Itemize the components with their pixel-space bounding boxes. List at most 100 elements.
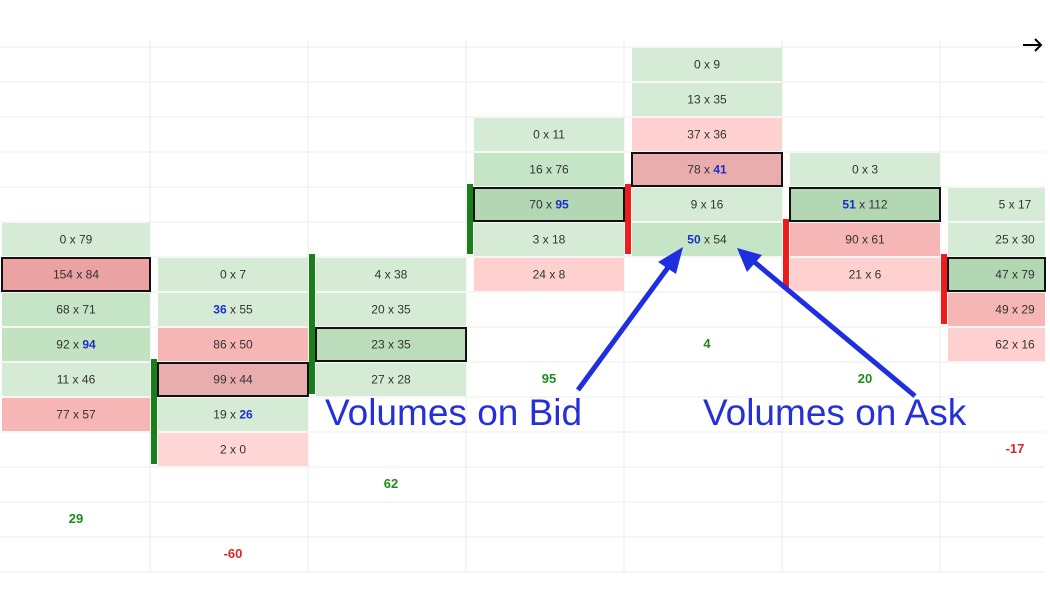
ask-volume: 16 [710, 198, 724, 212]
ask-volume: 35 [397, 338, 411, 352]
cell [474, 118, 624, 151]
ask-volume: 8 [559, 268, 566, 282]
bid-volume: 2 [220, 443, 227, 457]
ask-volume: 44 [239, 373, 253, 387]
separator: x [230, 408, 236, 422]
cell [632, 223, 782, 256]
separator: x [865, 268, 871, 282]
delta: -60 [224, 546, 243, 561]
ask-volume: 11 [552, 128, 565, 142]
bid-volume: 3 [533, 233, 540, 247]
separator: x [230, 443, 236, 457]
ask-volume: 94 [82, 338, 96, 352]
ask-volume: 54 [713, 233, 727, 247]
bid-volume: 0 [694, 58, 701, 72]
ask-volume: 6 [875, 268, 882, 282]
cell [158, 293, 308, 326]
separator: x [546, 163, 552, 177]
separator: x [704, 233, 710, 247]
cell [1, 257, 151, 292]
separator: x [704, 93, 710, 107]
separator: x [230, 338, 236, 352]
bid-volume: 78 [687, 163, 701, 177]
bid-volume: 24 [533, 268, 547, 282]
bid-volume: 19 [213, 408, 227, 422]
cell-text: 90 x 61 [845, 233, 885, 247]
cell [948, 223, 1045, 256]
cell-text: 0 x 79 [60, 233, 93, 247]
bid-volume: 0 [533, 128, 540, 142]
cell-text: 154 x 84 [53, 268, 99, 282]
bid-volume: 86 [213, 338, 227, 352]
ask-volume: 57 [82, 408, 96, 422]
ask-volume: 76 [555, 163, 569, 177]
cell-text: 23 x 35 [371, 338, 411, 352]
separator: x [862, 233, 868, 247]
cell [157, 362, 309, 397]
bid-volume: 21 [849, 268, 863, 282]
imbalance-bar [625, 184, 631, 254]
separator: x [73, 408, 79, 422]
ask-volume: 18 [552, 233, 566, 247]
separator: x [1012, 233, 1018, 247]
ask-volume: 35 [397, 303, 411, 317]
separator: x [388, 338, 394, 352]
cell [158, 433, 308, 466]
bid-volume: 51 [842, 198, 856, 212]
cell-text: 13 x 35 [687, 93, 727, 107]
arrow [575, 247, 683, 392]
separator: x [549, 268, 555, 282]
ask-volume: 61 [871, 233, 885, 247]
grid [0, 40, 1045, 573]
cell-text: 51 x 112 [842, 198, 888, 212]
separator: x [73, 373, 79, 387]
imbalance-bar [941, 254, 947, 324]
separator: x [230, 268, 236, 282]
cell-text: 24 x 8 [533, 268, 566, 282]
bid-volume: 68 [56, 303, 70, 317]
bid-volume: 16 [529, 163, 543, 177]
cell [947, 257, 1046, 292]
cell [474, 223, 624, 256]
cell-text: 19 x 26 [213, 408, 253, 422]
separator: x [230, 303, 236, 317]
cell-text: 16 x 76 [529, 163, 569, 177]
cell [158, 328, 308, 361]
separator: x [704, 58, 710, 72]
separator: x [704, 163, 710, 177]
ask-volume: 79 [1021, 268, 1035, 282]
cell-text: 49 x 29 [995, 303, 1035, 317]
cell-text: 25 x 30 [995, 233, 1035, 247]
ask-volume: 95 [555, 198, 569, 212]
cell [2, 328, 150, 361]
cell [316, 363, 466, 396]
bid-volume: 50 [687, 233, 701, 247]
cell [948, 293, 1045, 326]
ask-volume: 84 [86, 268, 100, 282]
cell [790, 223, 940, 256]
cell [473, 187, 625, 222]
separator: x [73, 338, 79, 352]
separator: x [546, 198, 552, 212]
imbalance-bar [151, 359, 157, 464]
separator: x [230, 373, 236, 387]
cell [631, 152, 783, 187]
bid-volume: 9 [691, 198, 698, 212]
delta: 20 [858, 371, 872, 386]
separator: x [704, 128, 710, 142]
cell [632, 118, 782, 151]
bid-volume: 0 [60, 233, 67, 247]
cell [316, 258, 466, 291]
arrow [737, 248, 917, 398]
nav-arrow[interactable] [1023, 38, 1043, 52]
ask-volume: 71 [82, 303, 96, 317]
bid-volume: 23 [371, 338, 385, 352]
separator: x [1012, 303, 1018, 317]
cell-text: 21 x 6 [849, 268, 882, 282]
separator: x [388, 303, 394, 317]
ask-volume: 112 [868, 198, 887, 212]
bid-volume: 36 [213, 303, 227, 317]
annotation: Volumes on Bid [325, 392, 582, 433]
bid-volume: 0 [852, 163, 859, 177]
cell [790, 153, 940, 186]
